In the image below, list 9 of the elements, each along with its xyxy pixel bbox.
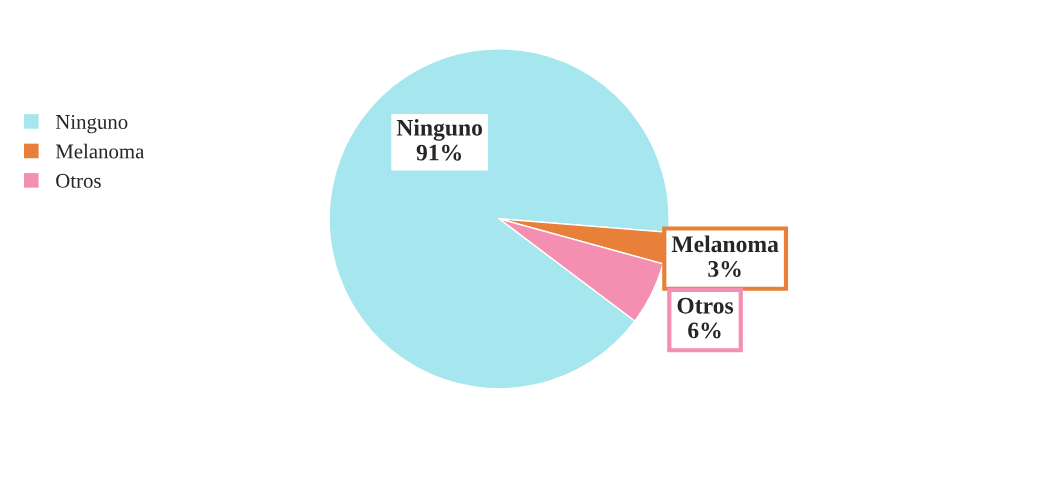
data-label: 91% [416,144,462,161]
slice-label: Melanoma [671,235,779,253]
legend-label: Melanoma [55,143,145,159]
data-label: 6% [688,322,721,339]
legend-label: Otros [56,173,101,188]
legend-label: Ninguno [55,114,128,134]
slice-label: Otros [677,297,734,314]
data-label: 3% [708,260,741,277]
slice-label: Ninguno [396,119,483,141]
